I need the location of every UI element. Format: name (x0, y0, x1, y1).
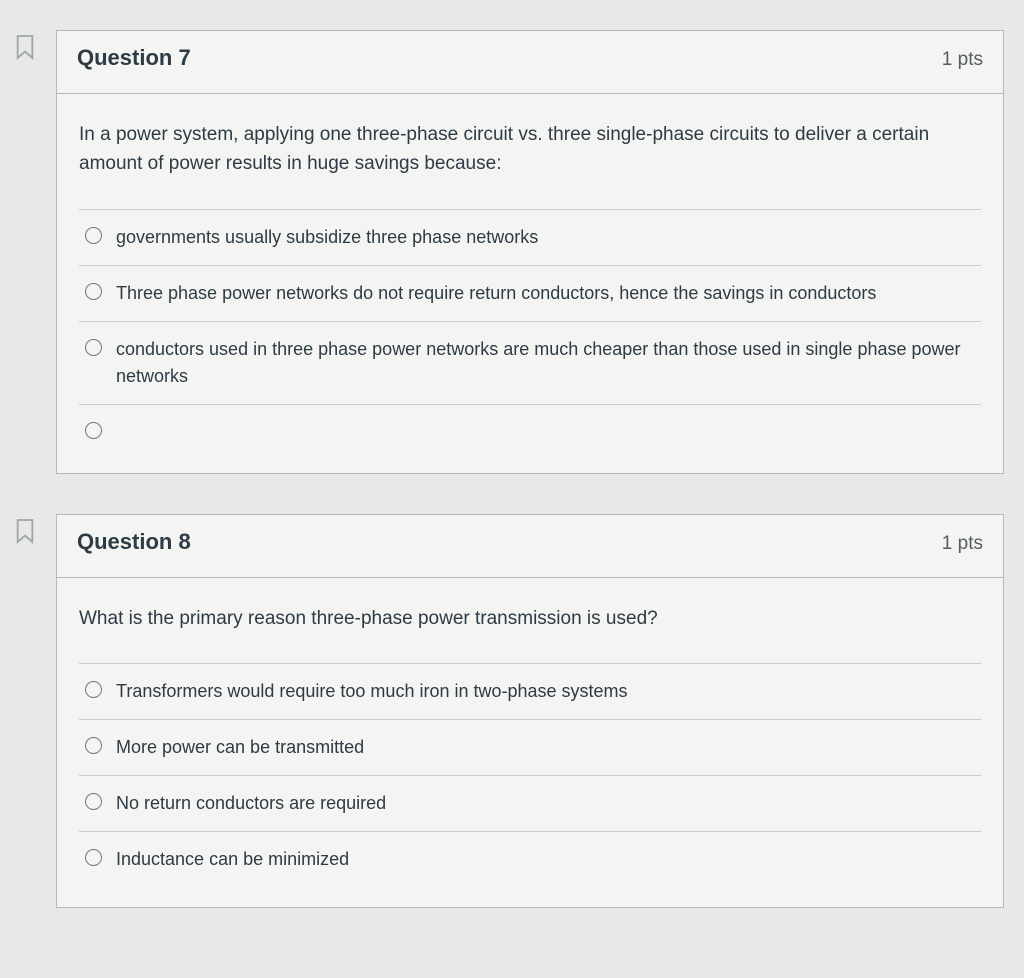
option-row[interactable] (79, 404, 981, 453)
option-text: Inductance can be minimized (116, 846, 349, 873)
radio-icon[interactable] (85, 422, 102, 439)
option-row[interactable]: More power can be transmitted (79, 719, 981, 775)
option-row[interactable]: Transformers would require too much iron… (79, 663, 981, 719)
option-row[interactable]: Three phase power networks do not requir… (79, 265, 981, 321)
question-title: Question 7 (77, 45, 191, 71)
option-text: More power can be transmitted (116, 734, 364, 761)
question-title: Question 8 (77, 529, 191, 555)
options-list: governments usually subsidize three phas… (79, 209, 981, 453)
question-prompt: In a power system, applying one three-ph… (79, 120, 981, 179)
option-text: conductors used in three phase power net… (116, 336, 975, 390)
radio-icon[interactable] (85, 737, 102, 754)
bookmark-icon[interactable] (10, 30, 40, 60)
option-text: Three phase power networks do not requir… (116, 280, 876, 307)
option-text: No return conductors are required (116, 790, 386, 817)
radio-icon[interactable] (85, 681, 102, 698)
radio-icon[interactable] (85, 849, 102, 866)
question-box: Question 8 1 pts What is the primary rea… (56, 514, 1004, 908)
question-block: Question 8 1 pts What is the primary rea… (10, 514, 1004, 908)
option-text: governments usually subsidize three phas… (116, 224, 538, 251)
question-prompt: What is the primary reason three-phase p… (79, 604, 981, 633)
radio-icon[interactable] (85, 283, 102, 300)
question-points: 1 pts (942, 533, 983, 555)
option-text: Transformers would require too much iron… (116, 678, 628, 705)
question-body: What is the primary reason three-phase p… (57, 578, 1003, 907)
radio-icon[interactable] (85, 793, 102, 810)
option-row[interactable]: governments usually subsidize three phas… (79, 209, 981, 265)
question-header: Question 8 1 pts (57, 515, 1003, 578)
question-header: Question 7 1 pts (57, 31, 1003, 94)
option-row[interactable]: Inductance can be minimized (79, 831, 981, 887)
bookmark-icon[interactable] (10, 514, 40, 544)
question-points: 1 pts (942, 49, 983, 71)
question-box: Question 7 1 pts In a power system, appl… (56, 30, 1004, 474)
option-row[interactable]: conductors used in three phase power net… (79, 321, 981, 404)
question-block: Question 7 1 pts In a power system, appl… (10, 30, 1004, 474)
question-body: In a power system, applying one three-ph… (57, 94, 1003, 473)
option-row[interactable]: No return conductors are required (79, 775, 981, 831)
radio-icon[interactable] (85, 227, 102, 244)
options-list: Transformers would require too much iron… (79, 663, 981, 887)
radio-icon[interactable] (85, 339, 102, 356)
